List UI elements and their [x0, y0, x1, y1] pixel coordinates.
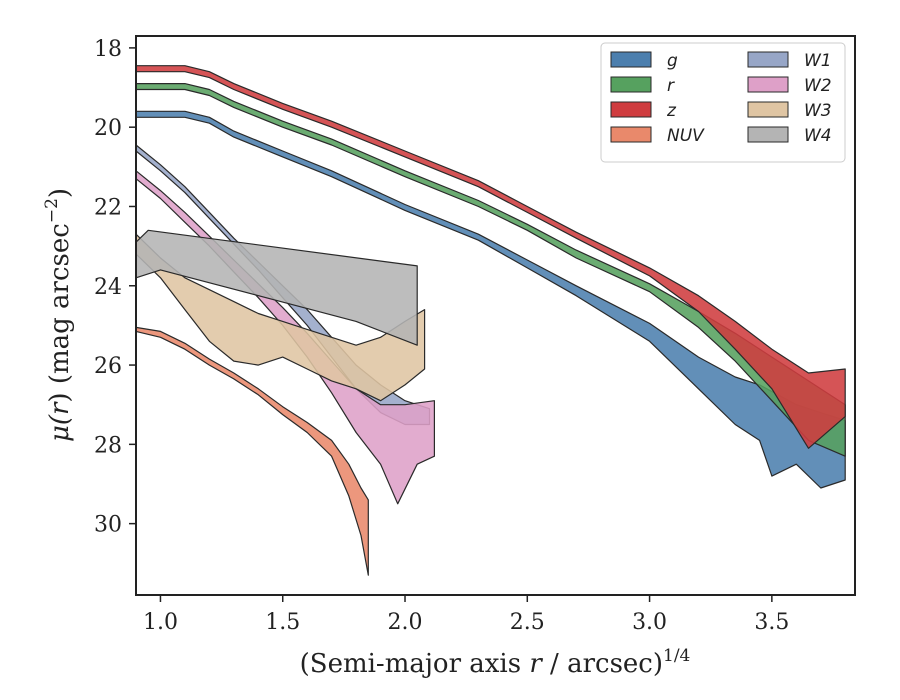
x-tick-label: 2.0	[388, 610, 423, 635]
band-z	[135, 65, 846, 449]
legend-swatch-w1	[747, 51, 789, 68]
legend-label-w1: W1	[804, 51, 832, 71]
x-tick-label: 3.0	[632, 610, 667, 635]
band-w3	[135, 233, 426, 402]
x-tick-label: 1.5	[265, 610, 300, 635]
y-tick-label: 30	[94, 513, 122, 538]
legend-swatch-w4	[747, 126, 789, 143]
legend-label-r: r	[667, 76, 675, 96]
band-r	[135, 82, 846, 457]
legend-swatch-r	[610, 76, 652, 93]
y-tick-label: 24	[94, 275, 122, 300]
band-g	[135, 110, 846, 489]
legend-swatch-z	[610, 101, 652, 118]
legend-label-w2: W2	[804, 76, 832, 96]
x-tick-label: 2.5	[510, 610, 545, 635]
legend-label-w3: W3	[804, 101, 832, 121]
legend-label-nuv: NUV	[667, 126, 705, 146]
y-tick-label: 26	[94, 354, 122, 379]
y-tick-label: 20	[94, 116, 122, 141]
y-axis-label: μ(r) (mag arcsec−2)	[42, 188, 75, 442]
legend-swatch-g	[610, 51, 652, 68]
legend-swatch-w2	[747, 76, 789, 93]
x-tick-label: 1.0	[143, 610, 178, 635]
band-nuv	[135, 326, 369, 576]
x-axis-ticks: 1.0 1.5 2.0 2.5 3.0 3.5	[143, 595, 789, 635]
legend-swatch-w3	[747, 101, 789, 118]
y-axis-ticks: 18 20 22 24 26 28 30	[94, 37, 136, 538]
x-axis-label: (Semi-major axis r / arcsec)1/4	[300, 646, 691, 679]
legend-swatch-nuv	[610, 126, 652, 143]
band-w4	[135, 229, 418, 346]
legend: grz NUV W1 W2 W3 W4	[600, 42, 846, 163]
legend-label-w4: W4	[804, 126, 832, 146]
legend-label-z: z	[666, 101, 677, 121]
x-tick-label: 3.5	[754, 610, 789, 635]
y-tick-label: 28	[94, 433, 122, 458]
plot-frame	[135, 35, 856, 596]
y-tick-label: 18	[94, 37, 122, 62]
y-tick-label: 22	[94, 195, 122, 220]
legend-label-g: g	[667, 51, 678, 71]
profile-bands	[135, 65, 846, 576]
